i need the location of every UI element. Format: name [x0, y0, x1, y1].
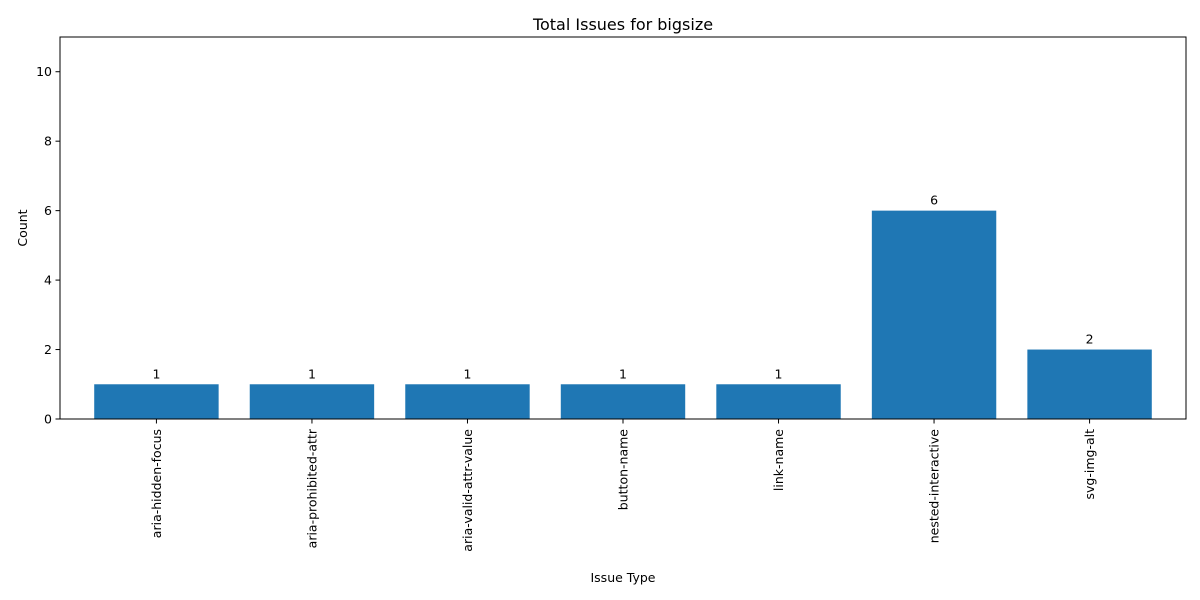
x-tick-label-aria-hidden-focus: aria-hidden-focus: [149, 429, 164, 538]
x-axis-ticks: aria-hidden-focus aria-prohibited-attr ari…: [149, 419, 1097, 552]
y-tick-label-8: 8: [44, 134, 52, 149]
plot-frame: [59, 36, 1187, 420]
bars-group: [94, 210, 1152, 419]
x-tick-label-link-name: link-name: [771, 429, 786, 491]
y-tick-label-0: 0: [44, 412, 52, 427]
y-tick-label-6: 6: [44, 203, 52, 218]
chart-title: Total Issues for bigsize: [532, 15, 713, 34]
data-label-aria-hidden-focus: 1: [152, 366, 160, 381]
y-axis-ticks: 0 2 4 6 8 10: [36, 64, 60, 427]
data-label-button-name: 1: [619, 366, 627, 381]
y-tick-label-4: 4: [44, 273, 52, 288]
bar-button-name: [560, 384, 686, 419]
bar-svg-img-alt: [1027, 349, 1152, 419]
x-tick-label-button-name: button-name: [616, 429, 631, 510]
data-labels-group: 1 1 1 1 1 6 2: [152, 193, 1093, 382]
x-tick-label-aria-prohibited-attr: aria-prohibited-attr: [304, 428, 319, 548]
y-tick-label-2: 2: [44, 342, 52, 357]
x-axis-label: Issue Type: [590, 570, 655, 585]
bar-aria-valid-attr-value: [405, 384, 530, 419]
x-tick-label-aria-valid-attr-value: aria-valid-attr-value: [460, 429, 475, 552]
bar-link-name: [716, 384, 841, 419]
bar-aria-hidden-focus: [94, 384, 219, 419]
data-label-svg-img-alt: 2: [1086, 332, 1094, 347]
data-label-nested-interactive: 6: [930, 193, 938, 208]
x-tick-label-svg-img-alt: svg-img-alt: [1082, 429, 1097, 500]
x-tick-label-nested-interactive: nested-interactive: [927, 429, 942, 544]
data-label-link-name: 1: [775, 366, 783, 381]
y-tick-label-10: 10: [36, 64, 52, 79]
bar-aria-prohibited-attr: [249, 384, 375, 419]
y-axis-label: Count: [15, 209, 30, 246]
data-label-aria-prohibited-attr: 1: [308, 366, 316, 381]
bar-nested-interactive: [871, 210, 997, 419]
data-label-aria-valid-attr-value: 1: [463, 366, 471, 381]
